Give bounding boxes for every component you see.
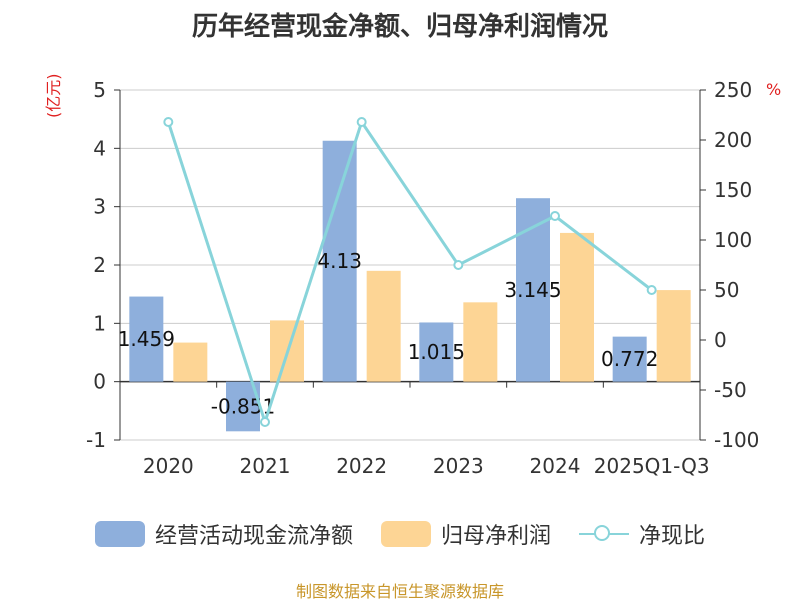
legend-item-operating-cash[interactable]: 经营活动现金流净额: [94, 518, 353, 550]
point-cash-ratio: [260, 417, 270, 427]
bar-data-label: 0.772: [601, 347, 658, 371]
y-right-tick-label: -100: [714, 428, 759, 452]
legend-swatch-operating-cash: [94, 521, 145, 547]
y-left-tick-label: -1: [86, 428, 106, 452]
line-cash-ratio: [166, 118, 653, 427]
y-right-unit: %: [766, 80, 782, 99]
legend-item-cash-ratio[interactable]: 净现比: [579, 518, 705, 550]
point-cash-ratio: [356, 117, 367, 127]
bar-net-profit: [366, 270, 401, 382]
point-cash-ratio: [550, 211, 560, 221]
y-right-tick-label: 0: [714, 328, 727, 352]
x-tick-label: 2020: [143, 454, 194, 478]
y-left-tick-label: 4: [93, 136, 106, 160]
legend-item-net-profit[interactable]: 归母净利润: [380, 518, 551, 550]
x-tick-label: 2022: [336, 454, 387, 478]
bar-net-profit: [173, 342, 208, 382]
bar-net-profit: [463, 302, 498, 382]
bar-data-label: 3.145: [504, 278, 561, 302]
y-right-tick-label: 200: [714, 128, 752, 152]
chart-title: 历年经营现金净额、归母净利润情况: [191, 12, 608, 42]
legend-label-cash-ratio: 净现比: [639, 524, 706, 549]
y-left-tick-label: 2: [93, 253, 106, 277]
bar-data-label: 1.459: [118, 327, 175, 351]
point-cash-ratio: [646, 285, 657, 295]
legend-label-operating-cash: 经营活动现金流净额: [154, 524, 353, 549]
y-left-tick-label: 3: [93, 195, 106, 219]
y-left-tick-label: 5: [93, 78, 106, 102]
legend-swatch-net-profit: [380, 521, 431, 547]
y-left-tick-label: 0: [93, 370, 106, 394]
bar-net-profit: [656, 290, 691, 382]
bar-data-label: 1.015: [408, 340, 465, 364]
source-note: 制图数据来自恒生聚源数据库: [295, 582, 504, 601]
x-tick-label: 2021: [240, 454, 291, 478]
y-right-tick-label: 150: [714, 178, 752, 202]
legend: 经营活动现金流净额 归母净利润 净现比: [0, 518, 800, 550]
bar-net-profit: [560, 232, 594, 382]
bar-data-label: 4.13: [317, 249, 362, 273]
x-tick-label: 2024: [530, 454, 581, 478]
y-right-tick-label: 100: [714, 228, 752, 252]
point-cash-ratio: [453, 260, 464, 270]
bar-operating-cash: [612, 336, 647, 382]
legend-label-net-profit: 归母净利润: [440, 524, 551, 549]
bar-data-label: -0.851: [211, 394, 275, 418]
y-right-tick-label: -50: [714, 378, 747, 402]
bar-operating-cash: [419, 322, 454, 382]
bar-operating-cash: [322, 140, 357, 382]
bar-operating-cash: [129, 296, 164, 382]
y-left-tick-label: 1: [93, 311, 106, 335]
y-right-tick-label: 250: [714, 78, 752, 102]
legend-swatch-cash-ratio: [579, 521, 629, 547]
x-tick-label: 2023: [433, 454, 484, 478]
x-tick-label: 2025Q1-Q3: [594, 454, 710, 478]
y-right-tick-label: 50: [714, 278, 739, 302]
point-cash-ratio: [163, 117, 174, 127]
